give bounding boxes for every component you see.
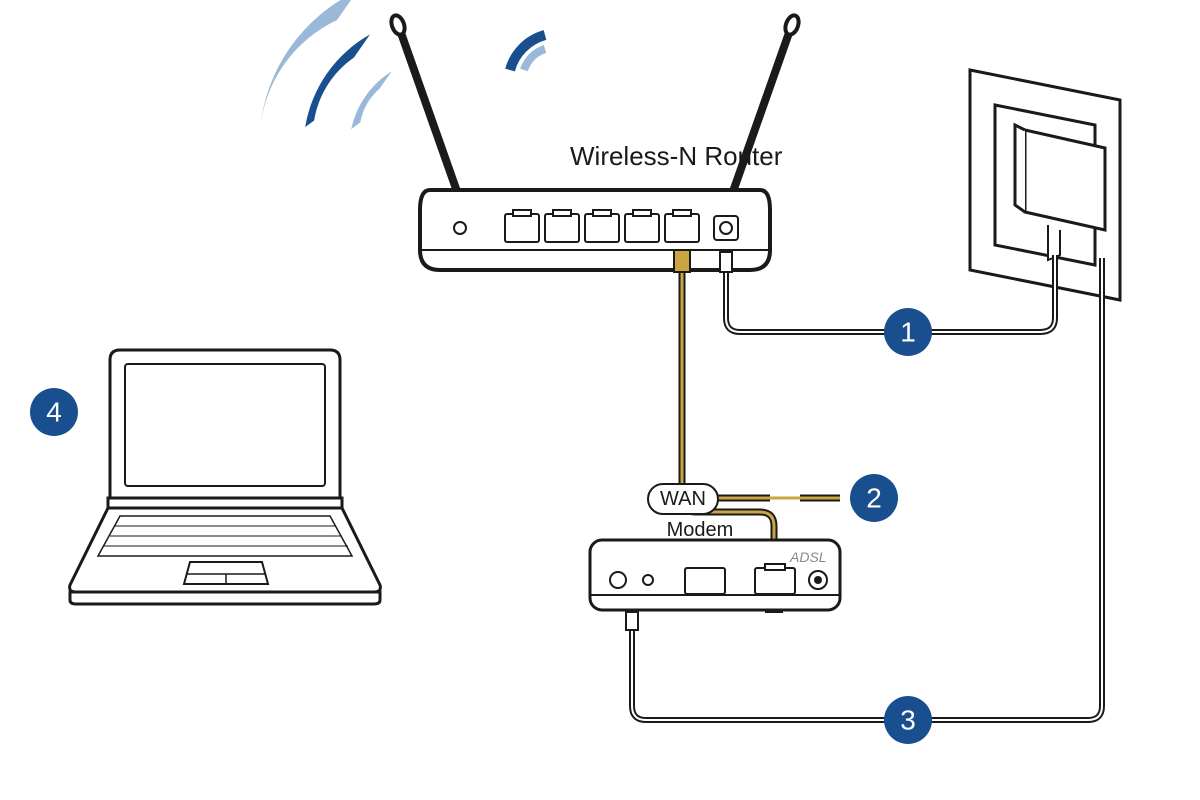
step-badge-2: 2 bbox=[850, 474, 898, 522]
step-badge-4: 4 bbox=[30, 388, 78, 436]
svg-text:1: 1 bbox=[900, 317, 916, 348]
svg-text:WAN: WAN bbox=[660, 488, 706, 510]
wall-outlet-icon bbox=[970, 70, 1120, 300]
svg-text:Modem: Modem bbox=[667, 519, 734, 541]
step-badge-1: 1 bbox=[884, 308, 932, 356]
svg-text:3: 3 bbox=[900, 705, 916, 736]
modem-icon: Modem ADSL bbox=[590, 519, 840, 610]
setup-diagram: Wireless-N Router bbox=[0, 0, 1200, 800]
step-badge-3: 3 bbox=[884, 696, 932, 744]
svg-text:ADSL: ADSL bbox=[789, 549, 827, 565]
wan-label-pill: WAN bbox=[648, 484, 718, 514]
svg-text:2: 2 bbox=[866, 483, 882, 514]
svg-text:4: 4 bbox=[46, 397, 62, 428]
laptop-icon bbox=[70, 350, 381, 604]
